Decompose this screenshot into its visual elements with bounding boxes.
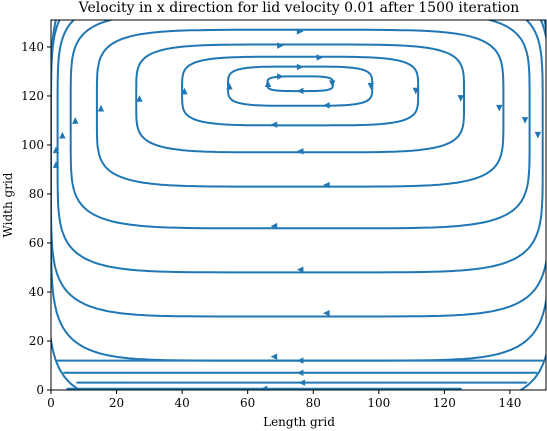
- flow-arrow: [181, 87, 188, 95]
- x-tick-label: 0: [47, 396, 55, 410]
- flow-arrow: [323, 309, 330, 317]
- flow-arrow: [59, 131, 66, 139]
- y-tick-label: 120: [21, 89, 44, 103]
- flow-arrow: [323, 181, 330, 189]
- flow-arrow: [457, 95, 464, 102]
- x-tick-label: 60: [240, 396, 255, 410]
- flow-arrow: [52, 161, 60, 168]
- flow-arrow: [296, 266, 304, 273]
- flow-arrow: [136, 95, 143, 102]
- flow-arrow: [534, 131, 542, 139]
- flow-arrow: [52, 146, 60, 154]
- x-axis-label: Length grid: [263, 415, 335, 429]
- y-tick-label: 20: [29, 334, 44, 348]
- streamline: [135, 43, 465, 154]
- y-axis: 0 20 40 60 80 100 120 140: [21, 40, 51, 397]
- flow-arrow: [521, 117, 529, 124]
- x-tick-label: 100: [367, 396, 390, 410]
- x-tick-label: 20: [109, 396, 124, 410]
- y-tick-label: 60: [29, 236, 44, 250]
- y-tick-label: 140: [21, 40, 44, 54]
- streamline: [51, 20, 546, 390]
- streamline: [227, 65, 374, 107]
- y-tick-label: 40: [29, 285, 44, 299]
- flow-arrow: [412, 87, 419, 95]
- flow-arrow: [270, 222, 278, 230]
- streamline: [56, 20, 544, 274]
- y-axis-label: Width grid: [1, 172, 15, 237]
- flow-arrow: [296, 87, 304, 95]
- flow-arrow: [277, 42, 284, 49]
- chart-title: Velocity in x direction for lid velocity…: [78, 0, 520, 16]
- streamline: [181, 55, 420, 127]
- flow-arrow: [323, 102, 330, 109]
- flow-arrow: [226, 82, 233, 90]
- flow-arrow: [270, 353, 278, 360]
- y-tick-label: 0: [36, 383, 44, 397]
- streamline: [69, 20, 531, 230]
- streamline: [95, 28, 505, 188]
- flow-arrow: [296, 369, 304, 377]
- plot-frame: [50, 19, 547, 391]
- y-tick-label: 80: [29, 187, 44, 201]
- flow-arrow: [367, 82, 375, 90]
- flow-arrow: [496, 104, 503, 112]
- flow-arrow: [298, 379, 306, 386]
- flow-arrow: [97, 104, 105, 112]
- flow-arrow: [296, 28, 304, 35]
- x-tick-label: 120: [433, 396, 456, 410]
- flow-arrow: [277, 73, 284, 80]
- flow-arrow: [296, 357, 304, 364]
- flow-arrow: [329, 80, 336, 88]
- streamline: [44, 0, 547, 431]
- flow-arrow: [270, 121, 278, 128]
- x-tick-label: 40: [174, 396, 189, 410]
- flow-arrow: [296, 148, 304, 155]
- streamline: [51, 20, 546, 362]
- x-axis: 0 20 40 60 80 100 120 140: [47, 390, 521, 410]
- flow-arrow: [296, 63, 304, 71]
- x-tick-label: 140: [498, 396, 521, 410]
- flow-arrow: [264, 80, 272, 88]
- flow-arrow: [316, 54, 324, 61]
- x-tick-label: 80: [306, 396, 321, 410]
- flow-arrow: [260, 385, 268, 390]
- streamlines-group: [44, 0, 547, 431]
- flow-arrow: [72, 117, 79, 124]
- y-tick-label: 100: [21, 138, 44, 152]
- streamline: [51, 20, 546, 318]
